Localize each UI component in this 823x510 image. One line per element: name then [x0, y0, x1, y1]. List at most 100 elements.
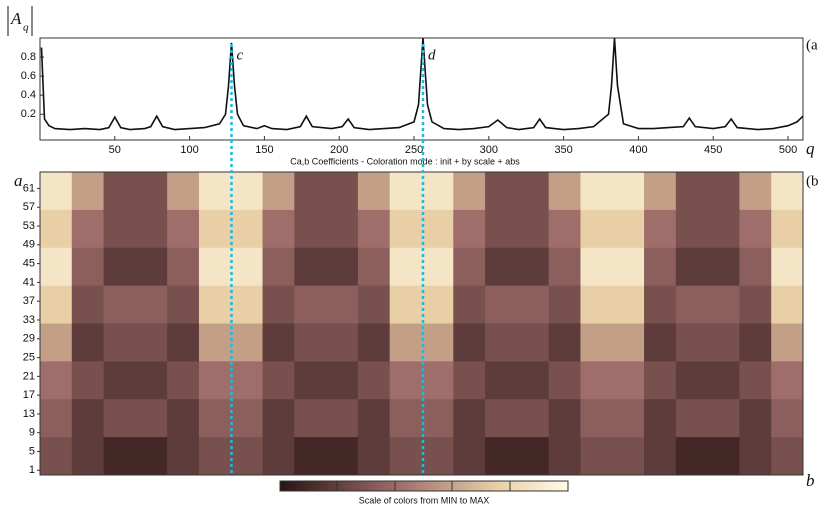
heat-cell	[516, 209, 550, 249]
heat-cell	[103, 399, 136, 438]
heat-cell	[326, 361, 359, 400]
x-tick-label: 450	[704, 144, 722, 156]
heat-cell	[135, 172, 168, 211]
heat-cell	[357, 209, 391, 249]
heat-cell	[40, 209, 73, 249]
y-tick-label: 17	[23, 389, 35, 401]
heat-cell	[612, 172, 645, 211]
y-tick-label: 21	[23, 370, 35, 382]
heat-cell	[612, 399, 645, 438]
heat-cell	[198, 209, 232, 249]
heat-cell	[389, 323, 422, 362]
y-tick-label: 25	[23, 351, 35, 363]
heat-cell	[548, 247, 581, 287]
heat-cell	[739, 172, 772, 211]
heat-cell	[294, 209, 327, 249]
x-tick-label: 300	[480, 144, 498, 156]
heat-cell	[453, 361, 486, 400]
colorbar-ticks	[336, 481, 511, 491]
heat-cell	[739, 285, 772, 324]
y-tick-label: 45	[23, 258, 35, 270]
heat-cell	[516, 361, 550, 400]
heat-cell	[675, 209, 709, 249]
heat-cell	[230, 437, 264, 476]
heat-cell	[262, 247, 295, 287]
heat-cell	[580, 285, 613, 324]
heat-cell	[739, 247, 772, 287]
heat-cell	[548, 437, 581, 476]
heat-cell	[357, 323, 391, 362]
heat-cell	[707, 285, 740, 324]
heat-cell	[771, 361, 804, 400]
heat-cell	[167, 247, 200, 287]
heat-cell	[580, 247, 613, 287]
heat-cell	[644, 285, 677, 324]
heat-cell	[675, 437, 709, 476]
panel-tag: (a	[806, 37, 818, 53]
heat-cell	[71, 172, 105, 211]
heat-cell	[198, 361, 232, 400]
x-tick-label: 200	[330, 144, 348, 156]
y-tick-label: 0.2	[21, 108, 36, 120]
heat-cell	[198, 437, 232, 476]
heat-cell	[548, 285, 581, 324]
heat-cell	[421, 323, 454, 362]
heat-cell	[771, 172, 804, 211]
heat-cell	[71, 285, 105, 324]
y-tick-label: 37	[23, 295, 35, 307]
heat-cell	[516, 172, 550, 211]
heat-cell	[485, 285, 518, 324]
heat-cell	[326, 323, 359, 362]
heat-cell	[294, 437, 327, 476]
plot-frame	[39, 37, 804, 141]
spectrum-line	[40, 38, 803, 131]
heat-cell	[103, 285, 136, 324]
heat-cell	[71, 247, 105, 287]
heat-cell	[612, 361, 645, 400]
heat-cell	[421, 399, 454, 438]
y-label-sub: q	[23, 22, 29, 34]
heatmap-title: Ca,b Coefficients - Coloration mode : in…	[290, 156, 520, 166]
heat-cell	[771, 247, 804, 287]
y-tick-label: 49	[23, 239, 35, 251]
heat-cell	[421, 361, 454, 400]
heat-cell	[771, 437, 804, 476]
heat-cell	[294, 285, 327, 324]
heat-cell	[103, 247, 136, 287]
y-tick-label: 61	[23, 182, 35, 194]
heat-cell	[40, 285, 73, 324]
heat-cell	[40, 247, 73, 287]
heat-cell	[167, 285, 200, 324]
x-label: q	[806, 139, 815, 158]
heat-cell	[739, 399, 772, 438]
heat-cell	[389, 285, 422, 324]
marker-label: c	[236, 47, 243, 63]
heat-cell	[453, 285, 486, 324]
heat-cell	[771, 209, 804, 249]
heat-cell	[707, 399, 740, 438]
heat-cell	[580, 399, 613, 438]
colorbar	[279, 480, 569, 492]
heat-cell	[326, 437, 359, 476]
heat-cell	[167, 361, 200, 400]
heat-cell	[485, 323, 518, 362]
heat-cell	[262, 361, 295, 400]
heat-cell	[675, 247, 709, 287]
heat-cell	[516, 437, 550, 476]
y-tick-label: 29	[23, 333, 35, 345]
heat-cell	[644, 399, 677, 438]
heat-cell	[262, 209, 295, 249]
heat-cell	[485, 209, 518, 249]
panel-tag: (b	[806, 173, 819, 189]
x-tick-label: 150	[255, 144, 273, 156]
heat-cell	[40, 399, 73, 438]
y-tick-label: 0.8	[21, 51, 36, 63]
x-tick-label: 500	[779, 144, 797, 156]
heat-cell	[40, 172, 73, 211]
heat-cell	[580, 323, 613, 362]
heat-cell	[198, 172, 232, 211]
heat-cell	[230, 209, 264, 249]
heat-cell	[739, 323, 772, 362]
heat-cell	[612, 247, 645, 287]
heat-cell	[453, 209, 486, 249]
